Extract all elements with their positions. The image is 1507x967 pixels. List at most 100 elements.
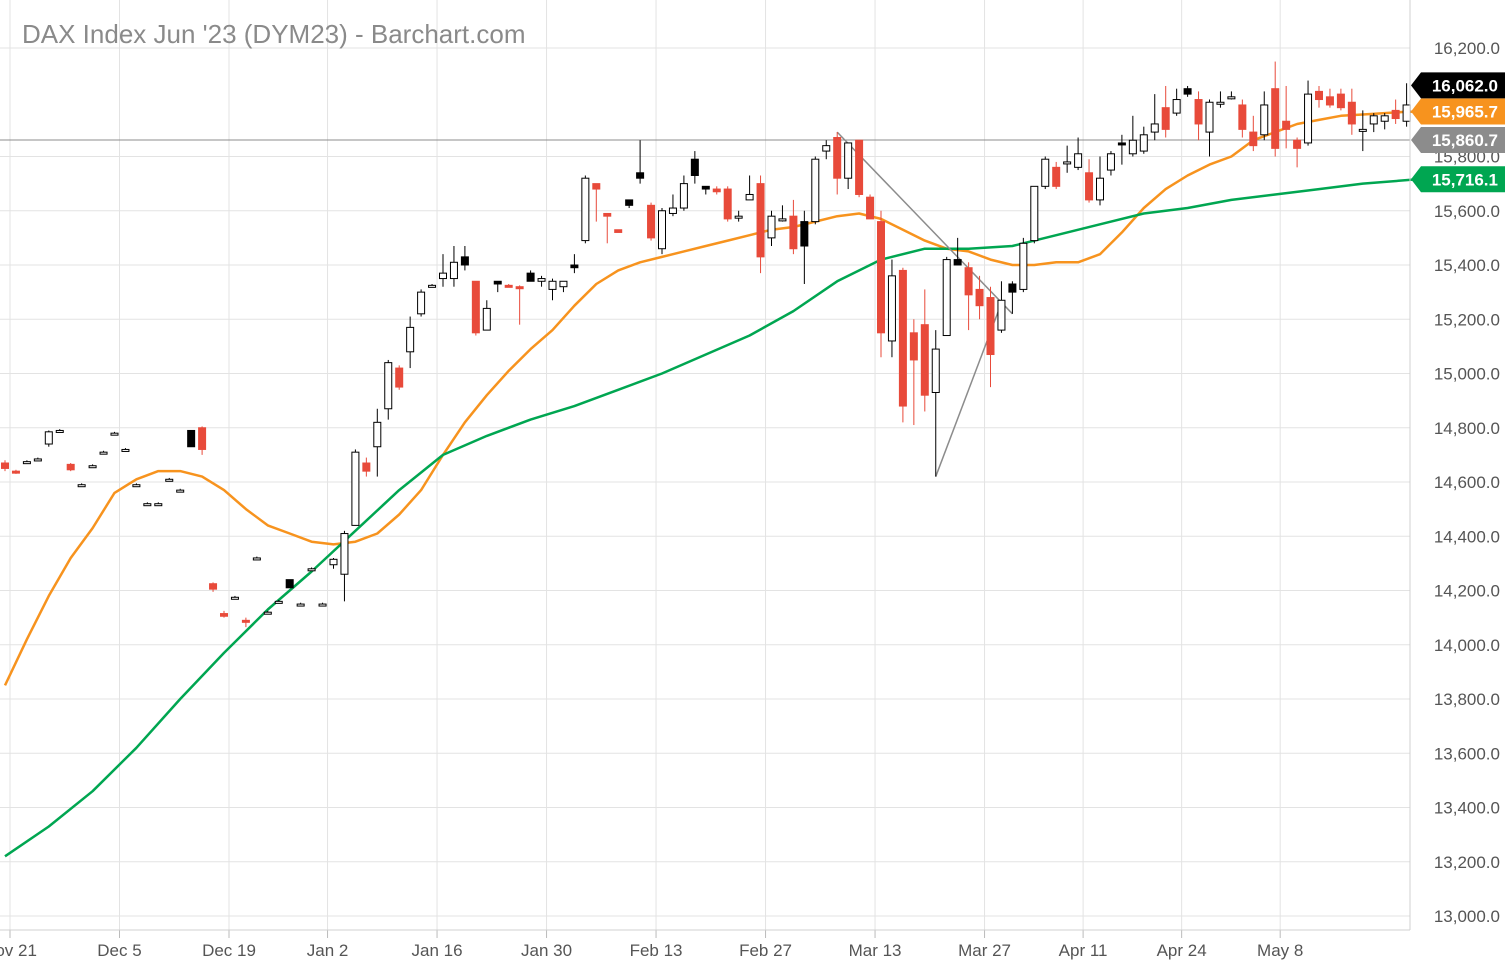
candle[interactable] xyxy=(614,229,623,233)
candle[interactable] xyxy=(1150,94,1159,141)
candle[interactable] xyxy=(767,210,776,247)
candle[interactable] xyxy=(986,286,995,388)
candle[interactable] xyxy=(77,483,86,488)
candle[interactable] xyxy=(844,142,853,190)
candle[interactable] xyxy=(1325,88,1334,108)
candle[interactable] xyxy=(1347,88,1356,135)
candle[interactable] xyxy=(351,449,360,526)
candle[interactable] xyxy=(1271,61,1280,157)
candle[interactable] xyxy=(603,212,612,244)
candle[interactable] xyxy=(723,186,732,222)
candle[interactable] xyxy=(176,488,185,493)
candle[interactable] xyxy=(800,210,809,284)
candle[interactable] xyxy=(877,210,885,358)
candle[interactable] xyxy=(1260,91,1269,141)
candle[interactable] xyxy=(647,202,656,241)
candle[interactable] xyxy=(1052,161,1061,190)
candle[interactable] xyxy=(417,289,426,317)
candle[interactable] xyxy=(822,140,831,160)
candle[interactable] xyxy=(1128,115,1137,157)
candle[interactable] xyxy=(1391,99,1400,124)
candle[interactable] xyxy=(121,448,130,452)
candle[interactable] xyxy=(712,186,721,195)
candle[interactable] xyxy=(1282,85,1291,149)
candle[interactable] xyxy=(220,610,228,618)
candle[interactable] xyxy=(537,275,546,287)
candle[interactable] xyxy=(274,599,283,604)
candle[interactable] xyxy=(1041,156,1050,190)
candle[interactable] xyxy=(209,582,218,592)
candle[interactable] xyxy=(1238,99,1247,138)
candle[interactable] xyxy=(99,450,108,455)
candle[interactable] xyxy=(734,210,743,222)
candle[interactable] xyxy=(110,431,119,436)
candle[interactable] xyxy=(636,140,645,184)
candle[interactable] xyxy=(1019,237,1028,293)
candle[interactable] xyxy=(658,208,666,255)
candle[interactable] xyxy=(449,246,458,287)
candle[interactable] xyxy=(187,429,196,448)
candle[interactable] xyxy=(625,199,634,209)
candle[interactable] xyxy=(909,319,918,426)
candle[interactable] xyxy=(263,610,272,615)
candle[interactable] xyxy=(679,175,688,211)
candle[interactable] xyxy=(362,457,371,477)
candle[interactable] xyxy=(1139,126,1148,154)
candle[interactable] xyxy=(307,567,316,572)
candle[interactable] xyxy=(975,275,984,320)
candle[interactable] xyxy=(1315,85,1323,108)
candle[interactable] xyxy=(833,132,842,195)
candle[interactable] xyxy=(1358,110,1367,152)
candle[interactable] xyxy=(778,205,787,222)
candle[interactable] xyxy=(1205,99,1214,157)
candle[interactable] xyxy=(285,579,294,589)
candle[interactable] xyxy=(745,175,754,201)
candle[interactable] xyxy=(493,280,502,293)
candle[interactable] xyxy=(143,502,152,507)
candle[interactable] xyxy=(898,267,907,423)
candle[interactable] xyxy=(1304,80,1313,146)
candle[interactable] xyxy=(132,483,141,488)
candle[interactable] xyxy=(668,194,677,217)
candle[interactable] xyxy=(701,185,710,195)
candle[interactable] xyxy=(887,259,896,358)
candle[interactable] xyxy=(482,300,491,331)
candle[interactable] xyxy=(931,330,940,477)
candle[interactable] xyxy=(1172,88,1181,116)
candle[interactable] xyxy=(252,556,261,561)
candle[interactable] xyxy=(1293,137,1302,168)
candle[interactable] xyxy=(866,194,875,220)
candle[interactable] xyxy=(460,246,469,271)
candle[interactable] xyxy=(318,602,327,607)
candle[interactable] xyxy=(22,460,31,465)
candle[interactable] xyxy=(515,285,524,325)
candle[interactable] xyxy=(33,457,42,462)
candle[interactable] xyxy=(570,254,579,274)
candle[interactable] xyxy=(942,256,951,337)
candle[interactable] xyxy=(1227,91,1236,100)
candle[interactable] xyxy=(1085,159,1094,203)
candle[interactable] xyxy=(690,151,699,184)
candle[interactable] xyxy=(1030,185,1039,244)
candle[interactable] xyxy=(1183,85,1192,97)
candle[interactable] xyxy=(66,463,75,472)
candles[interactable] xyxy=(1,61,1422,628)
candle[interactable] xyxy=(373,408,382,477)
candle[interactable] xyxy=(920,289,929,412)
candle[interactable] xyxy=(165,477,174,482)
candle[interactable] xyxy=(198,426,207,455)
candle[interactable] xyxy=(559,280,568,293)
candle[interactable] xyxy=(88,464,97,469)
candle[interactable] xyxy=(1336,88,1345,111)
candle[interactable] xyxy=(395,365,404,390)
candle[interactable] xyxy=(756,175,765,274)
candle[interactable] xyxy=(1106,151,1115,176)
candle[interactable] xyxy=(592,183,601,222)
candle[interactable] xyxy=(340,530,349,602)
candle[interactable] xyxy=(1,460,9,472)
candle[interactable] xyxy=(581,175,590,244)
candle[interactable] xyxy=(1074,137,1083,171)
candle[interactable] xyxy=(855,139,864,198)
candle[interactable] xyxy=(997,281,1006,333)
candle[interactable] xyxy=(154,502,163,507)
